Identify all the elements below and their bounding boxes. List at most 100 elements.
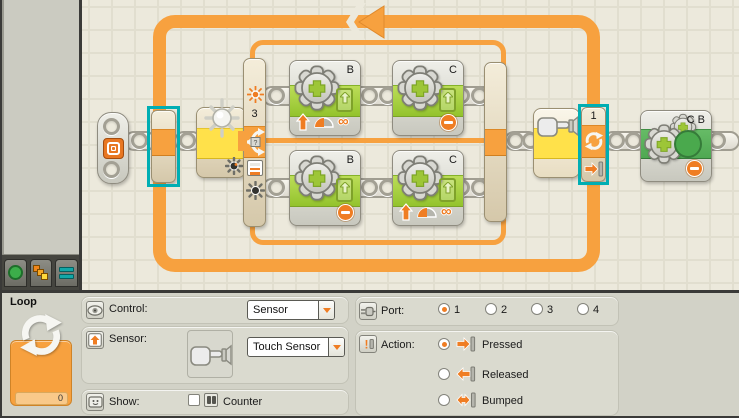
show-counter-checkbox[interactable] — [188, 394, 200, 406]
action-option-label: Pressed — [482, 339, 523, 351]
loop-direction-arrow-icon — [346, 3, 385, 41]
palette-tab-complete[interactable] — [29, 258, 53, 287]
direction-indicator-icon — [439, 178, 456, 202]
custom-palette-icon — [59, 265, 75, 281]
move-ports-label: C B — [686, 114, 705, 126]
counter-icon — [204, 393, 218, 407]
port-option-label: 4 — [593, 304, 600, 316]
svg-text:!: ! — [364, 338, 368, 352]
motor-block-c-forward[interactable]: C ∞ — [392, 150, 464, 226]
selection-outline — [578, 104, 609, 185]
light-sensor-icon — [204, 98, 240, 138]
gear-icon — [396, 64, 444, 112]
direction-indicator-icon — [336, 178, 353, 202]
palette-tab-custom[interactable] — [55, 258, 79, 287]
port-radio-3[interactable] — [531, 303, 543, 315]
sensor-image-box — [187, 330, 233, 378]
touch-pressed-icon — [456, 336, 476, 352]
infinity-icon: ∞ — [338, 113, 349, 130]
touch-sensor-icon — [537, 113, 579, 139]
loop-left-edge[interactable] — [151, 110, 176, 183]
touch-sensor-display-block[interactable] — [533, 108, 580, 178]
eye-icon — [86, 301, 104, 319]
sensor-value: Touch Sensor — [253, 341, 321, 353]
complete-palette-icon — [33, 264, 49, 281]
direction-indicator-icon — [336, 88, 353, 112]
stop-icon — [686, 160, 703, 177]
beam-hole — [361, 87, 378, 104]
steering-dial-icon — [674, 130, 702, 158]
beam-hole — [103, 161, 120, 178]
switch-spine[interactable]: 3 ? — [243, 58, 266, 227]
sensor-dropdown[interactable]: Touch Sensor — [247, 337, 345, 357]
motor-block-b-stop[interactable]: B — [289, 150, 361, 226]
palette-sidebar — [2, 0, 82, 290]
stop-icon — [337, 204, 354, 221]
beam-hole — [268, 179, 285, 196]
show-option-label: Counter — [223, 396, 263, 408]
port-radio-1[interactable] — [438, 303, 450, 315]
gear-icon — [293, 64, 341, 112]
port-option-label: 1 — [454, 304, 461, 316]
control-dropdown[interactable]: Sensor — [247, 300, 335, 320]
switch-branch-icon: ? — [246, 128, 265, 156]
palette-tab-common[interactable] — [4, 258, 27, 287]
motor-port-label: B — [346, 64, 354, 76]
touch-action-icon: ! — [359, 335, 377, 353]
move-block[interactable]: C B — [640, 110, 712, 182]
sequence-connector — [152, 129, 175, 156]
dark-light-icon — [225, 157, 243, 175]
port-option-label: 3 — [547, 304, 554, 316]
start-point-icon — [103, 138, 124, 159]
list-view-icon — [247, 160, 263, 176]
loop-band — [582, 125, 605, 158]
loop-port-label: 1 — [590, 110, 597, 122]
forward-arrow-icon — [399, 203, 413, 221]
loop-counter-value: 0 — [15, 392, 68, 405]
touch-released-icon — [456, 366, 476, 382]
forward-arrow-icon — [296, 113, 310, 131]
control-label: Control: — [109, 303, 148, 315]
switch-sequence-line — [260, 138, 498, 143]
sequence-connector — [485, 129, 506, 156]
stop-icon — [440, 114, 457, 131]
port-option-label: 2 — [501, 304, 508, 316]
motor-block-c-stop[interactable]: C — [392, 60, 464, 136]
switch-port-label: 3 — [251, 108, 258, 120]
selection-outline — [147, 106, 180, 187]
beam-hole — [608, 132, 625, 149]
gear-icon — [396, 154, 444, 202]
dropdown-button[interactable] — [318, 301, 334, 319]
beam-hole — [131, 132, 148, 149]
beam-hole — [361, 179, 378, 196]
action-option-label: Bumped — [482, 395, 523, 407]
palette-tab-strip — [2, 254, 79, 290]
touch-bumped-icon — [456, 392, 476, 408]
start-block[interactable] — [97, 112, 129, 184]
config-block-name: Loop — [10, 296, 37, 308]
beam-hole — [268, 87, 285, 104]
motor-port-label: B — [346, 154, 354, 166]
port-label: Port: — [381, 305, 405, 317]
chevron-down-icon — [322, 307, 331, 313]
plug-icon — [359, 302, 377, 320]
loop-condition-tab[interactable]: 1 — [581, 107, 606, 182]
action-radio-released[interactable] — [438, 368, 450, 380]
infinity-icon: ∞ — [441, 203, 452, 220]
motor-port-label: C — [449, 64, 457, 76]
dropdown-button[interactable] — [328, 338, 344, 356]
action-radio-pressed[interactable] — [438, 338, 450, 350]
action-radio-bumped[interactable] — [438, 394, 450, 406]
light-sensor-icon — [247, 86, 264, 103]
power-dial-icon — [314, 116, 334, 128]
port-radio-4[interactable] — [577, 303, 589, 315]
show-label: Show: — [109, 396, 140, 408]
connector-nub — [238, 131, 246, 151]
gear-icon — [293, 154, 341, 202]
switch-right-edge[interactable] — [484, 62, 507, 222]
control-value: Sensor — [253, 304, 288, 316]
port-radio-2[interactable] — [485, 303, 497, 315]
motor-block-b-forward[interactable]: B ∞ — [289, 60, 361, 136]
action-row — [355, 330, 619, 416]
